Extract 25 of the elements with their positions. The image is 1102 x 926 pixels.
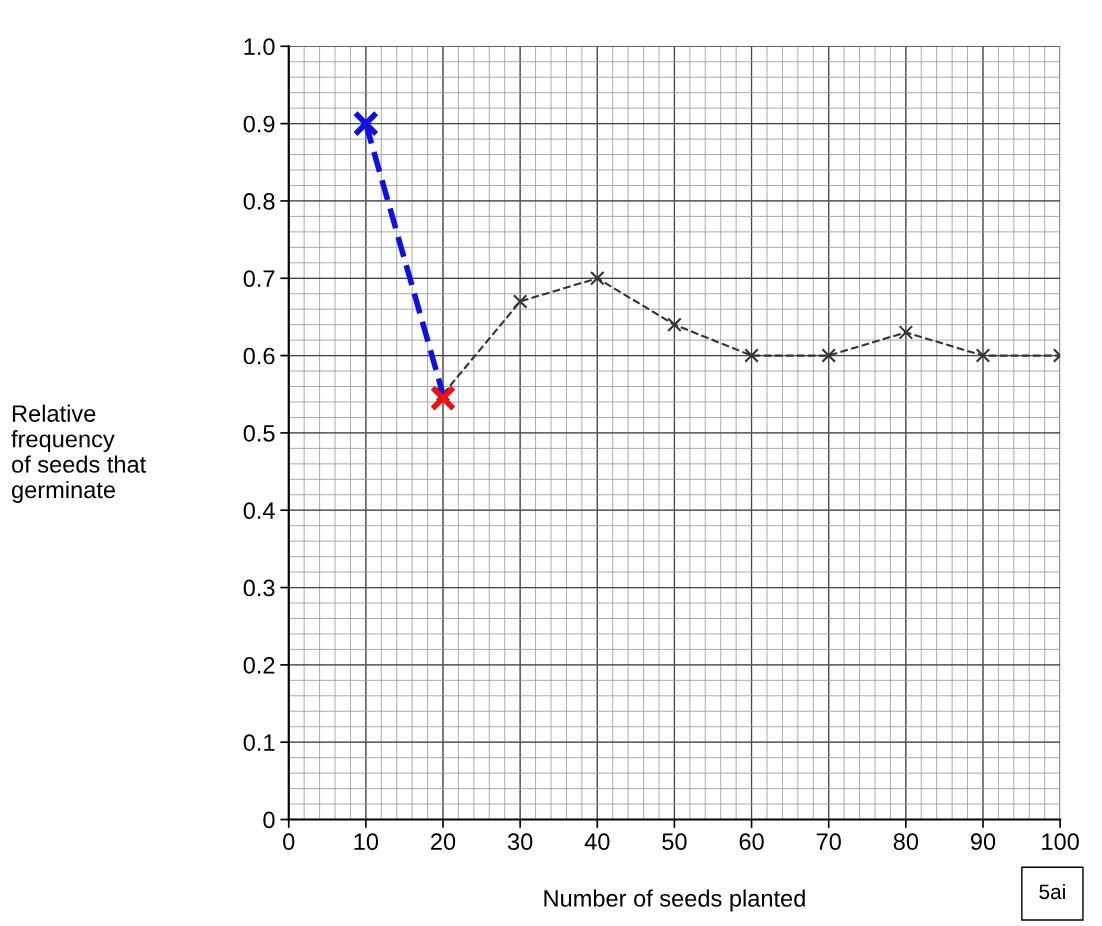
- y-tick-label: 0.8: [243, 193, 275, 210]
- x-tick-label: 0: [283, 833, 295, 851]
- x-tick-label: 30: [507, 833, 533, 851]
- y-tick-label: 0.9: [243, 115, 275, 133]
- x-tick-label: 100: [1042, 833, 1079, 851]
- y-tick-label: 0: [263, 811, 275, 829]
- y-tick-label: 0.3: [243, 579, 275, 597]
- x-tick-label: 60: [739, 833, 764, 851]
- x-axis-title: Number of seeds planted: [544, 889, 805, 912]
- x-tick-label: 90: [970, 833, 996, 851]
- y-tick-label: 1.0: [244, 38, 275, 56]
- y-tick-label: 0.4: [243, 502, 275, 520]
- y-tick-label: 0.6: [243, 347, 275, 365]
- y-tick-label: 0.2: [243, 656, 275, 674]
- x-tick-label: 20: [431, 833, 456, 851]
- x-tick-label: 50: [662, 833, 687, 851]
- x-tick-label: 70: [816, 833, 841, 851]
- y-tick-label: 0.1: [243, 734, 275, 751]
- x-tick-label: 10: [354, 833, 379, 851]
- y-tick-label: 0.5: [243, 424, 275, 442]
- x-tick-label: 80: [893, 833, 919, 851]
- y-tick-label: 0.7: [243, 270, 275, 288]
- text: 5ai: [1039, 883, 1065, 900]
- x-tick-label: 40: [584, 833, 610, 851]
- y-axis-title: Relative frequency of seeds that germinate: [11, 404, 147, 503]
